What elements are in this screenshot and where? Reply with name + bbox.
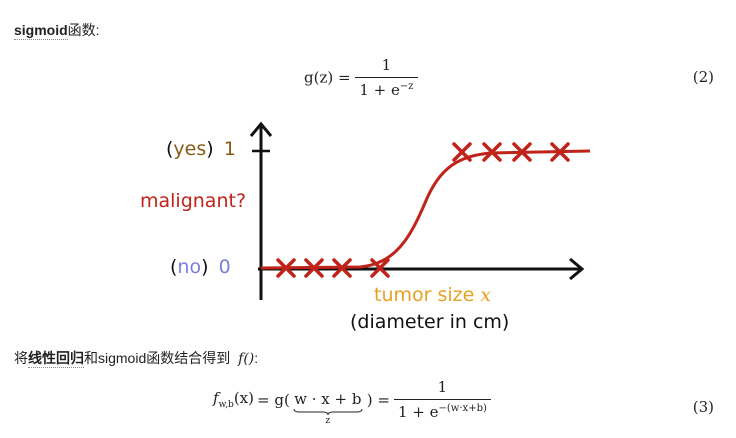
y-axis-label: malignant? [140,190,247,212]
marker-high-4 [550,142,570,162]
eq3-fraction: 1 1 + e−(w·x+b) [394,378,491,421]
marker-low-2 [304,258,324,278]
x-axis-unit-label: (diameter in cm) [350,311,510,333]
no-label: (no) 0 [170,256,231,278]
x-axis-arrow [569,257,585,281]
eq3-mid-close: ) = [366,390,390,409]
sigmoid-figure: (yes) 1 malignant? (no) 0 tumor size x (… [130,118,600,336]
equation-3: fw,b(x) = g( w · x + b z ) = 1 1 + e−(w·… [213,378,491,426]
marker-high-3 [512,142,532,162]
eq2-lhs: g(z) = [304,68,351,87]
marker-high-2 [482,142,502,162]
eq3-number: (3) [692,398,714,416]
f-function: f() [238,351,255,367]
marker-low-1 [276,258,296,278]
marker-high-1 [452,142,472,162]
yes-label: (yes) 1 [166,138,236,160]
sigmoid-term[interactable]: sigmoid [14,22,68,40]
sigmoid-curve [260,149,591,270]
eq2-fraction: 1 1 + e−z [355,56,418,99]
linear-regression-term[interactable]: 线性回归 [28,350,84,368]
eq2-denominator: 1 + e−z [355,77,418,99]
underbrace-shape [293,408,363,415]
sigmoid-plot [249,121,591,300]
combine-line: 将线性回归和sigmoid函数结合得到 f(): [14,350,259,368]
intro-suffix: 函数: [67,22,100,38]
intro-line: sigmoid函数: [14,20,100,40]
eq2-numerator: 1 [381,56,392,74]
eq3-brace-content: w · x + b [294,389,362,408]
marker-low-4 [370,258,390,278]
eq3-brace-label: z [325,415,331,426]
eq3-lhs: fw,b(x) [213,389,254,410]
eq3-mid: = g( [257,390,290,409]
equation-2: g(z) = 1 1 + e−z [304,56,418,99]
eq2-number: (2) [692,68,714,86]
eq3-numerator: 1 [437,378,448,396]
eq3-underbrace: w · x + b z [293,390,363,426]
marker-low-3 [332,258,352,278]
x-axis-label: tumor size x [374,284,492,306]
y-axis-arrow [249,121,273,137]
eq3-denominator: 1 + e−(w·x+b) [394,399,491,421]
